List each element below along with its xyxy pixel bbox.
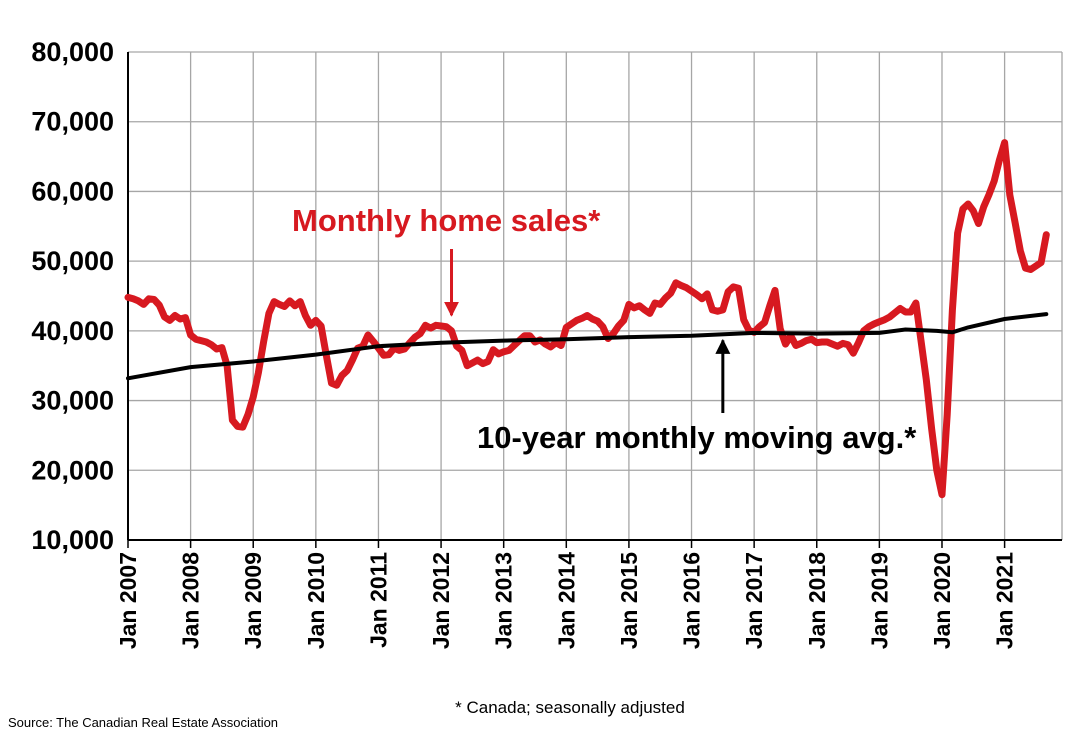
grid	[127, 51, 1063, 548]
footnote: * Canada; seasonally adjusted	[455, 698, 685, 717]
x-tick-label: Jan 2010	[303, 552, 329, 649]
y-tick-label: 30,000	[31, 386, 114, 416]
source-note: Source: The Canadian Real Estate Associa…	[8, 715, 278, 730]
moving-avg-line	[126, 312, 1049, 381]
x-tick-label: Jan 2009	[240, 552, 266, 649]
y-tick-label: 50,000	[31, 246, 114, 276]
y-tick-label: 80,000	[31, 37, 114, 67]
x-tick-label: Jan 2011	[365, 552, 391, 648]
x-tick-label: Jan 2016	[679, 552, 705, 649]
x-axis-ticks: Jan 2007 Jan 2008 Jan 2009 Jan 2010 Jan 2011…	[115, 552, 1018, 649]
x-tick-label: Jan 2017	[741, 552, 767, 649]
x-tick-label: Jan 2015	[616, 552, 642, 649]
y-tick-label: 70,000	[31, 107, 114, 137]
x-tick-label: Jan 2018	[804, 552, 830, 649]
x-tick-label: Jan 2013	[491, 552, 517, 649]
y-tick-label: 10,000	[31, 525, 114, 555]
monthly-sales-annotation: Monthly home sales*	[292, 203, 601, 238]
y-tick-label: 60,000	[31, 176, 114, 206]
x-tick-label: Jan 2007	[115, 552, 141, 649]
x-tick-label: Jan 2019	[866, 552, 892, 649]
y-axis-ticks: 10,000 20,000 30,000 40,000 50,000 60,000 70,0…	[31, 37, 114, 555]
x-tick-label: Jan 2008	[178, 552, 204, 649]
x-tick-label: Jan 2014	[553, 552, 579, 649]
y-tick-label: 20,000	[31, 455, 114, 485]
moving-avg-annotation: 10-year monthly moving avg.*	[477, 420, 917, 455]
x-tick-label: Jan 2012	[428, 552, 454, 649]
monthly-sales-line	[124, 139, 1050, 499]
x-tick-label: Jan 2021	[992, 552, 1018, 649]
y-tick-label: 40,000	[31, 316, 114, 346]
x-tick-label: Jan 2020	[929, 552, 955, 649]
series	[124, 139, 1050, 499]
